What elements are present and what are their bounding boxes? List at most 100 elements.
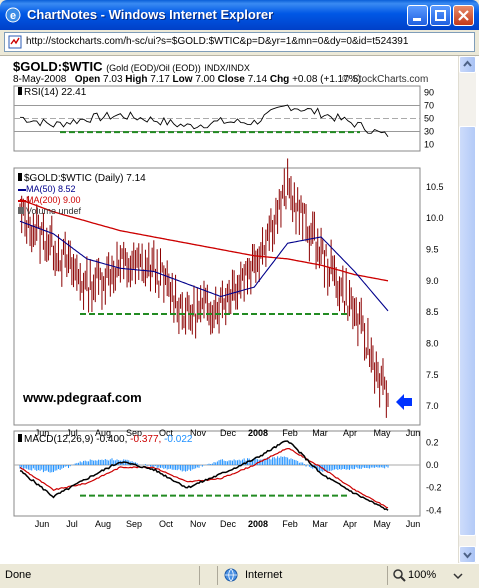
scroll-down-icon	[463, 552, 472, 559]
address-bar: http://stockcharts.com/h-sc/ui?s=$GOLD:$…	[0, 30, 479, 56]
macd-month-label: Dec	[220, 519, 237, 529]
chart-quote-line: 8-May-2008 Open 7.03 High 7.17 Low 7.00 …	[13, 74, 361, 85]
rsi-tick-50: 50	[424, 114, 434, 124]
status-cell-1	[199, 566, 218, 585]
price-month-label: Mar	[312, 428, 328, 438]
price-month-label: Aug	[95, 428, 111, 438]
low-label: Low	[172, 74, 193, 85]
status-bar: Done Internet 100%	[0, 563, 479, 588]
price-month-label: Sep	[126, 428, 142, 438]
chart-credit: © StockCharts.com	[342, 74, 429, 85]
high-label: High	[125, 74, 148, 85]
price-tick-10: 10.0	[426, 213, 444, 223]
close-label: Close	[217, 74, 245, 85]
open-value: 7.03	[103, 74, 123, 85]
ie-icon: e	[5, 7, 21, 23]
chg-value: +0.08 (+1.17%)	[292, 74, 362, 85]
macd-month-label: Oct	[159, 519, 174, 529]
macd-month-label: Apr	[343, 519, 357, 529]
rsi-line	[19, 104, 389, 137]
chart-symbol: $GOLD:$WTIC (Gold (EOD)/Oil (EOD)) INDX/…	[13, 59, 250, 74]
price-tick-10.5: 10.5	[426, 182, 444, 192]
macd-month-label: Jul	[66, 519, 78, 529]
chart-symbol-text: $GOLD:$WTIC	[13, 59, 103, 74]
ma200-label: MA(200) 9.00	[18, 195, 81, 205]
chart-canvas: 10 30 50 70 90 7.0 7.5 8.0 8.5 9.0 9.5 10.0 10.5 -0.4…	[13, 85, 444, 529]
high-value: 7.17	[150, 74, 170, 85]
rsi-tick-10: 10	[424, 140, 434, 150]
price-month-label: Nov	[190, 428, 207, 438]
close-button[interactable]	[453, 5, 474, 26]
ma200-label-text: MA(200) 9.00	[26, 195, 81, 205]
zone-label: Internet	[245, 569, 283, 581]
zoom-level: 100%	[408, 569, 437, 581]
panel-frame-price	[13, 167, 421, 426]
globe-icon	[224, 568, 238, 582]
window-title: ChartNotes - Windows Internet Explorer	[27, 7, 274, 22]
low-value: 7.00	[195, 74, 215, 85]
macd-signal-value: -0.377,	[130, 434, 162, 445]
price-tick-9.5: 9.5	[426, 244, 439, 254]
maximize-button[interactable]	[430, 5, 451, 26]
rsi-label: RSI(14) 22.41	[18, 87, 86, 98]
macd-line	[19, 440, 389, 511]
macd-hist-value: -0.022	[164, 434, 193, 445]
macd-tick--0.2: -0.2	[426, 483, 442, 493]
macd-month-label: 2008	[248, 519, 268, 529]
price-month-label: 2008	[248, 428, 268, 438]
macd-label-prefix: MACD(12,26,9)	[24, 434, 94, 445]
macd-month-label: Mar	[312, 519, 328, 529]
macd-month-label: Aug	[95, 519, 111, 529]
page-icon	[8, 35, 22, 49]
rsi-tick-90: 90	[424, 88, 434, 98]
price-month-label: Dec	[220, 428, 237, 438]
watermark: www.pdegraaf.com	[23, 390, 142, 405]
zoom-control[interactable]: 100%	[387, 566, 478, 585]
rsi-tick-70: 70	[424, 101, 434, 111]
scroll-thumb[interactable]	[459, 126, 476, 536]
zoom-dropdown-icon[interactable]	[453, 571, 463, 581]
open-label: Open	[74, 74, 101, 85]
price-tick-7: 7.0	[426, 401, 439, 411]
price-tick-8.5: 8.5	[426, 307, 439, 317]
svg-text:e: e	[10, 10, 16, 22]
macd-tick--0.4: -0.4	[426, 505, 442, 515]
price-month-label: Oct	[159, 428, 174, 438]
price-month-label: Feb	[282, 428, 298, 438]
price-month-label: May	[373, 428, 391, 438]
price-month-label: Jun	[35, 428, 50, 438]
macd-month-label: Sep	[126, 519, 142, 529]
chart-exchange: INDX/INDX	[204, 63, 250, 73]
macd-month-label: Jun	[35, 519, 50, 529]
macd-month-label: Feb	[282, 519, 298, 529]
scroll-up-icon	[463, 60, 472, 67]
zoom-icon	[393, 569, 406, 582]
ma50-line	[19, 220, 389, 312]
ma50-label: MA(50) 8.52	[18, 184, 76, 194]
minimize-button[interactable]	[407, 5, 428, 26]
macd-tick-0.2: 0.2	[426, 437, 439, 447]
scroll-down-button[interactable]	[459, 546, 476, 563]
price-month-label: Jul	[66, 428, 78, 438]
address-url: http://stockcharts.com/h-sc/ui?s=$GOLD:$…	[26, 36, 409, 47]
blue-arrow-icon	[396, 394, 412, 410]
status-text: Done	[5, 569, 32, 581]
close-value: 7.14	[247, 74, 268, 85]
price-tick-9: 9.0	[426, 276, 439, 286]
macd-month-label: Nov	[190, 519, 207, 529]
macd-label: MACD(12,26,9) -0.400, -0.377, -0.022	[18, 434, 192, 445]
volume-label: Volume undef	[18, 206, 81, 216]
price-month-label: Jun	[406, 428, 421, 438]
scroll-up-button[interactable]	[459, 56, 476, 73]
rsi-label-text: RSI(14) 22.41	[24, 87, 87, 98]
quote-date: 8-May-2008	[13, 74, 67, 85]
price-tick-7.5: 7.5	[426, 370, 439, 380]
volume-label-text: Volume undef	[26, 206, 82, 216]
vertical-scrollbar[interactable]	[458, 56, 476, 563]
title-bar: e ChartNotes - Windows Internet Explorer	[0, 0, 479, 30]
macd-month-label: May	[373, 519, 391, 529]
close-icon	[458, 10, 469, 21]
macd-tick-0: 0.0	[426, 460, 439, 470]
price-tick-8: 8.0	[426, 339, 439, 349]
address-field[interactable]: http://stockcharts.com/h-sc/ui?s=$GOLD:$…	[4, 32, 475, 52]
